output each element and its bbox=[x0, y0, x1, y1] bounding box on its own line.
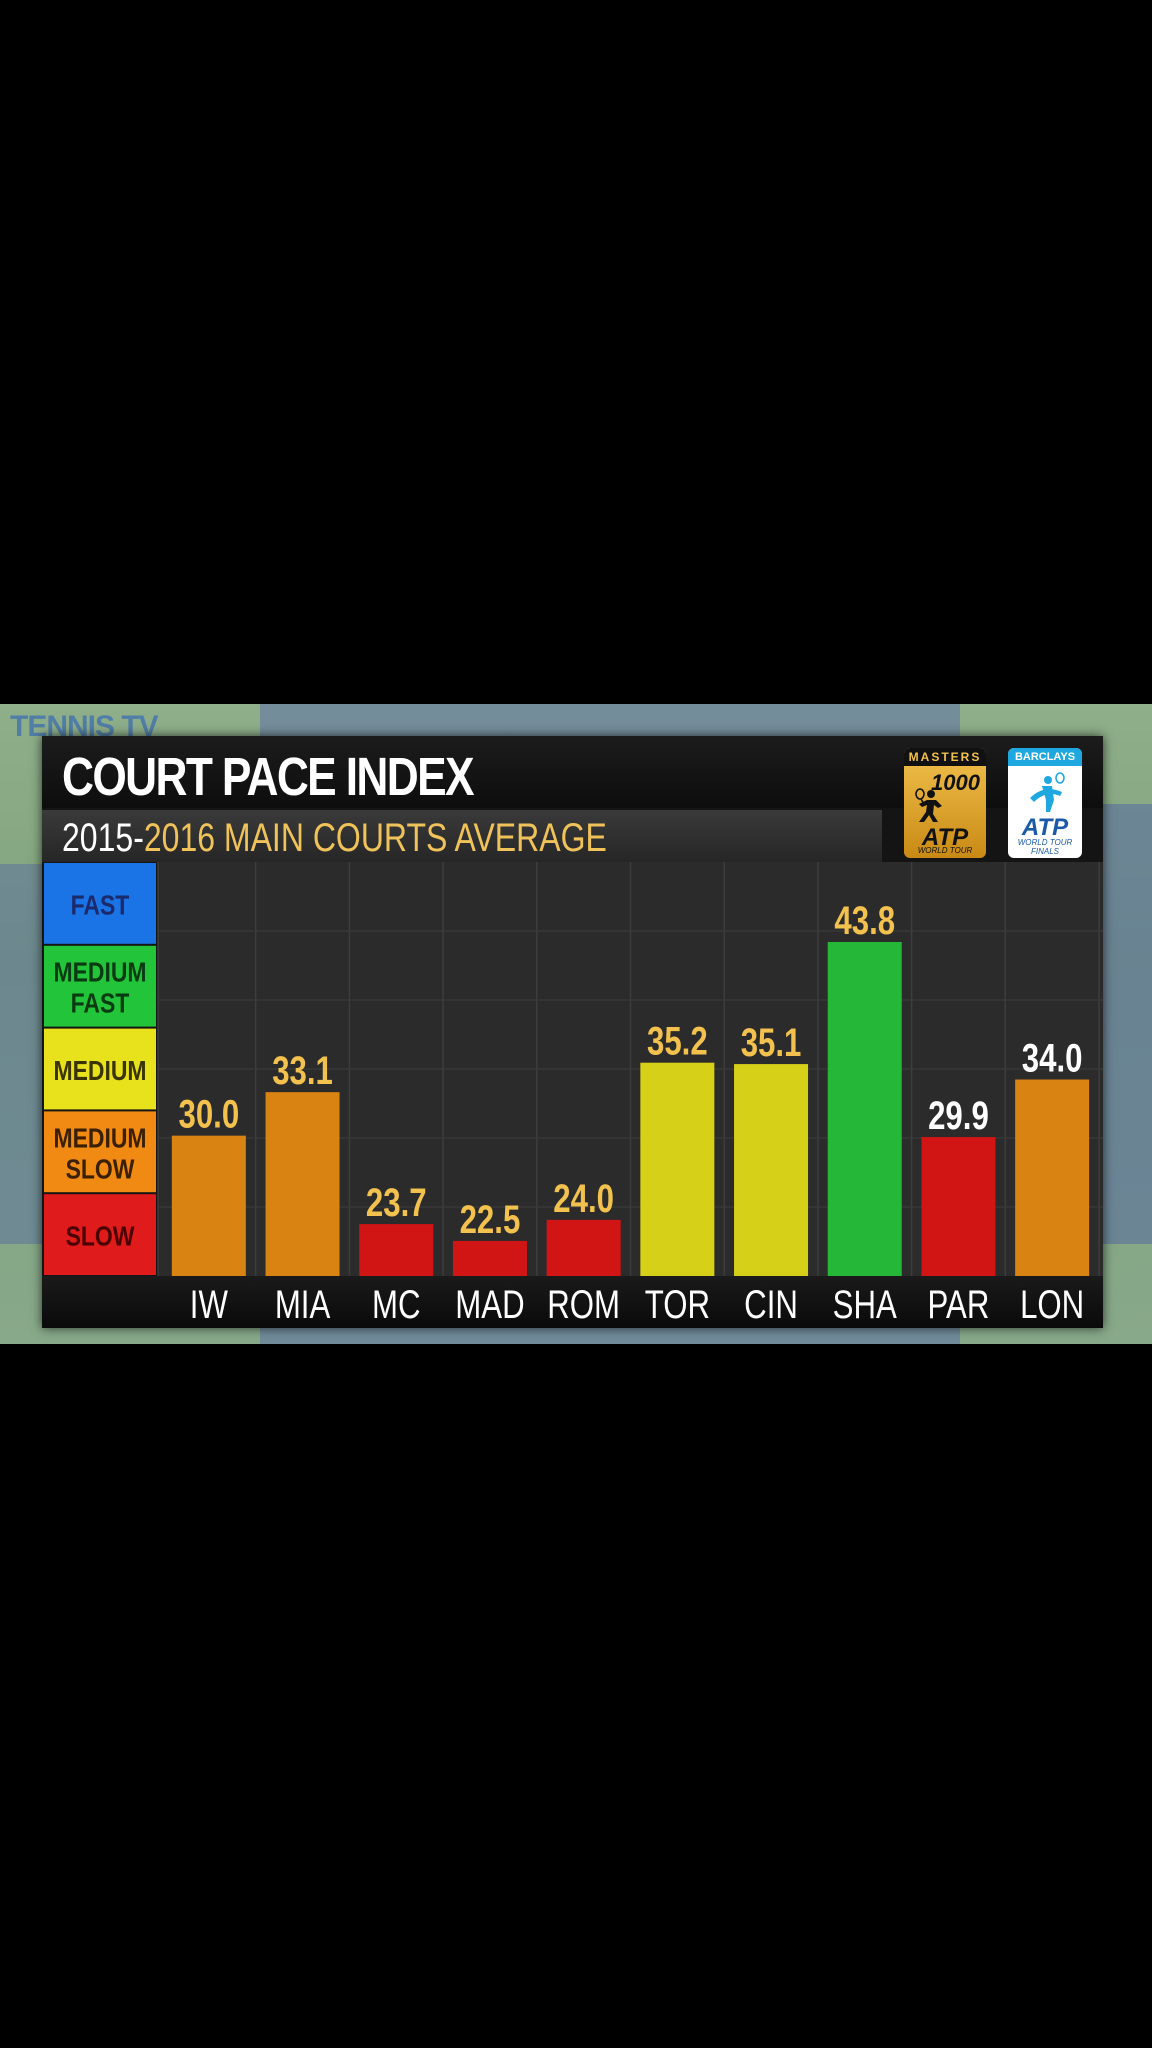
bar-rom bbox=[546, 1219, 621, 1276]
pace-band-label: MEDIUM bbox=[53, 1123, 146, 1154]
pace-band bbox=[44, 1111, 156, 1193]
value-label-par: 29.9 bbox=[928, 1093, 989, 1138]
pace-band-label: FAST bbox=[71, 890, 130, 921]
bar-mc bbox=[359, 1224, 434, 1276]
pace-band bbox=[44, 863, 156, 944]
value-label-cin: 35.1 bbox=[741, 1020, 802, 1065]
tennis-player-icon bbox=[915, 788, 942, 822]
pace-band-label: SLOW bbox=[66, 1154, 136, 1185]
bar-par bbox=[921, 1137, 996, 1276]
finals-atp-text: ATP bbox=[1021, 814, 1069, 841]
category-label-iw: IW bbox=[190, 1282, 228, 1327]
value-label-mia: 33.1 bbox=[272, 1048, 333, 1093]
category-label-sha: SHA bbox=[833, 1282, 897, 1327]
tennis-player-serve-icon bbox=[1030, 772, 1065, 812]
value-label-iw: 30.0 bbox=[178, 1092, 239, 1137]
bar-mad bbox=[452, 1240, 527, 1276]
pace-band bbox=[44, 945, 156, 1027]
bar-lon bbox=[1015, 1079, 1090, 1276]
finals-tagline-1: WORLD TOUR bbox=[1017, 838, 1073, 847]
value-label-rom: 24.0 bbox=[553, 1176, 614, 1221]
value-label-tor: 35.2 bbox=[647, 1019, 708, 1064]
pace-band bbox=[44, 1028, 156, 1110]
pace-band-label: SLOW bbox=[66, 1222, 136, 1253]
masters-band-text: MASTERS bbox=[904, 748, 986, 766]
finals-band-text: BARCLAYS bbox=[1008, 748, 1082, 766]
category-axis-bar bbox=[42, 1276, 1103, 1328]
category-label-cin: CIN bbox=[744, 1282, 798, 1327]
masters-tagline: WORLD TOUR bbox=[917, 846, 973, 855]
chart-subtitle: 2015-2016 MAIN COURTS AVERAGE bbox=[62, 816, 607, 861]
pace-band-label: MEDIUM bbox=[53, 1056, 146, 1087]
value-label-sha: 43.8 bbox=[834, 898, 895, 943]
finals-tagline-2: FINALS bbox=[1030, 847, 1059, 856]
bar-cin bbox=[734, 1064, 809, 1276]
bar-iw bbox=[171, 1135, 246, 1276]
masters-atp-text: ATP bbox=[921, 824, 969, 851]
bar-mia bbox=[265, 1092, 340, 1276]
subtitle-rest: 2016 MAIN COURTS AVERAGE bbox=[143, 816, 607, 860]
value-label-mc: 23.7 bbox=[366, 1180, 427, 1225]
bar-tor bbox=[640, 1062, 715, 1276]
pace-band-label: MEDIUM bbox=[53, 958, 146, 989]
value-label-mad: 22.5 bbox=[460, 1197, 521, 1242]
masters-number: 1000 bbox=[931, 770, 980, 795]
pace-band bbox=[44, 1194, 156, 1275]
category-label-par: PAR bbox=[928, 1282, 990, 1327]
atp-masters-1000-logo: MASTERS 1000 ATP WORLD TOUR bbox=[904, 748, 986, 858]
chart-panel: COURT PACE INDEX 2015-2016 MAIN COURTS A… bbox=[42, 736, 1103, 1328]
atp-finals-logo: BARCLAYS ATP WORLD TOUR FINALS bbox=[1008, 748, 1082, 858]
chart-title: COURT PACE INDEX bbox=[62, 747, 474, 807]
category-label-lon: LON bbox=[1020, 1282, 1084, 1327]
bar-sha bbox=[827, 941, 902, 1276]
subtitle-year-start: 2015- bbox=[62, 816, 144, 860]
finals-tagline: WORLD TOUR FINALS bbox=[1008, 838, 1082, 856]
category-label-mad: MAD bbox=[455, 1282, 524, 1327]
category-label-mc: MC bbox=[372, 1282, 421, 1327]
category-label-tor: TOR bbox=[645, 1282, 710, 1327]
value-label-lon: 34.0 bbox=[1022, 1036, 1083, 1081]
subtitle-bar: 2015-2016 MAIN COURTS AVERAGE bbox=[42, 810, 882, 862]
category-label-mia: MIA bbox=[275, 1282, 331, 1327]
pace-band-label: FAST bbox=[71, 989, 130, 1020]
category-label-rom: ROM bbox=[547, 1282, 620, 1327]
